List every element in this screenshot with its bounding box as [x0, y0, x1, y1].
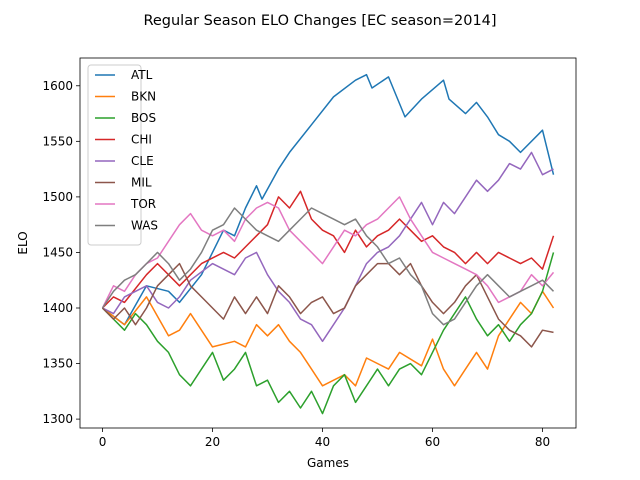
- legend-label-was: WAS: [131, 219, 158, 233]
- y-tick-label: 1550: [42, 134, 73, 148]
- series-line-was: [101, 207, 555, 326]
- legend: ATL BKN BOS CHI CLE MIL TOR WAS: [87, 64, 158, 246]
- y-tick-label: 1450: [42, 245, 73, 259]
- legend-label-bkn: BKN: [131, 90, 156, 104]
- series-line-tor: [101, 196, 555, 309]
- series-line-chi: [101, 190, 555, 309]
- y-tick-label: 1350: [42, 357, 73, 371]
- series-line-bos: [101, 252, 555, 415]
- x-tick-label: 0: [99, 435, 107, 449]
- axis-ticks: 0 20 40 60 80 1300 1350 1400 1450 1500 1550 1600: [42, 79, 550, 449]
- x-tick-label: 80: [535, 435, 550, 449]
- series-line-bkn: [102, 290, 555, 387]
- y-tick-label: 1600: [42, 79, 73, 93]
- x-tick-label: 20: [205, 435, 220, 449]
- x-axis-title: Games: [307, 456, 349, 470]
- plot-area: [101, 73, 555, 415]
- y-axis-title: ELO: [16, 231, 30, 254]
- series-line-cle: [102, 151, 554, 343]
- plot-frame: [79, 57, 577, 429]
- x-tick-label: 60: [425, 435, 440, 449]
- legend-label-cle: CLE: [131, 154, 154, 168]
- chart-title: Regular Season ELO Changes [EC season=20…: [143, 13, 496, 29]
- x-tick-label: 40: [315, 435, 330, 449]
- y-tick-label: 1500: [42, 190, 73, 204]
- y-tick-label: 1400: [42, 301, 73, 315]
- y-tick-label: 1300: [42, 412, 73, 426]
- legend-label-bos: BOS: [131, 111, 156, 125]
- series-line-mil: [101, 262, 554, 348]
- series-line-atl: [102, 73, 555, 326]
- legend-label-atl: ATL: [131, 68, 153, 82]
- legend-label-chi: CHI: [131, 133, 152, 147]
- legend-label-tor: TOR: [130, 197, 156, 211]
- legend-label-mil: MIL: [131, 176, 152, 190]
- legend-box: [87, 64, 142, 246]
